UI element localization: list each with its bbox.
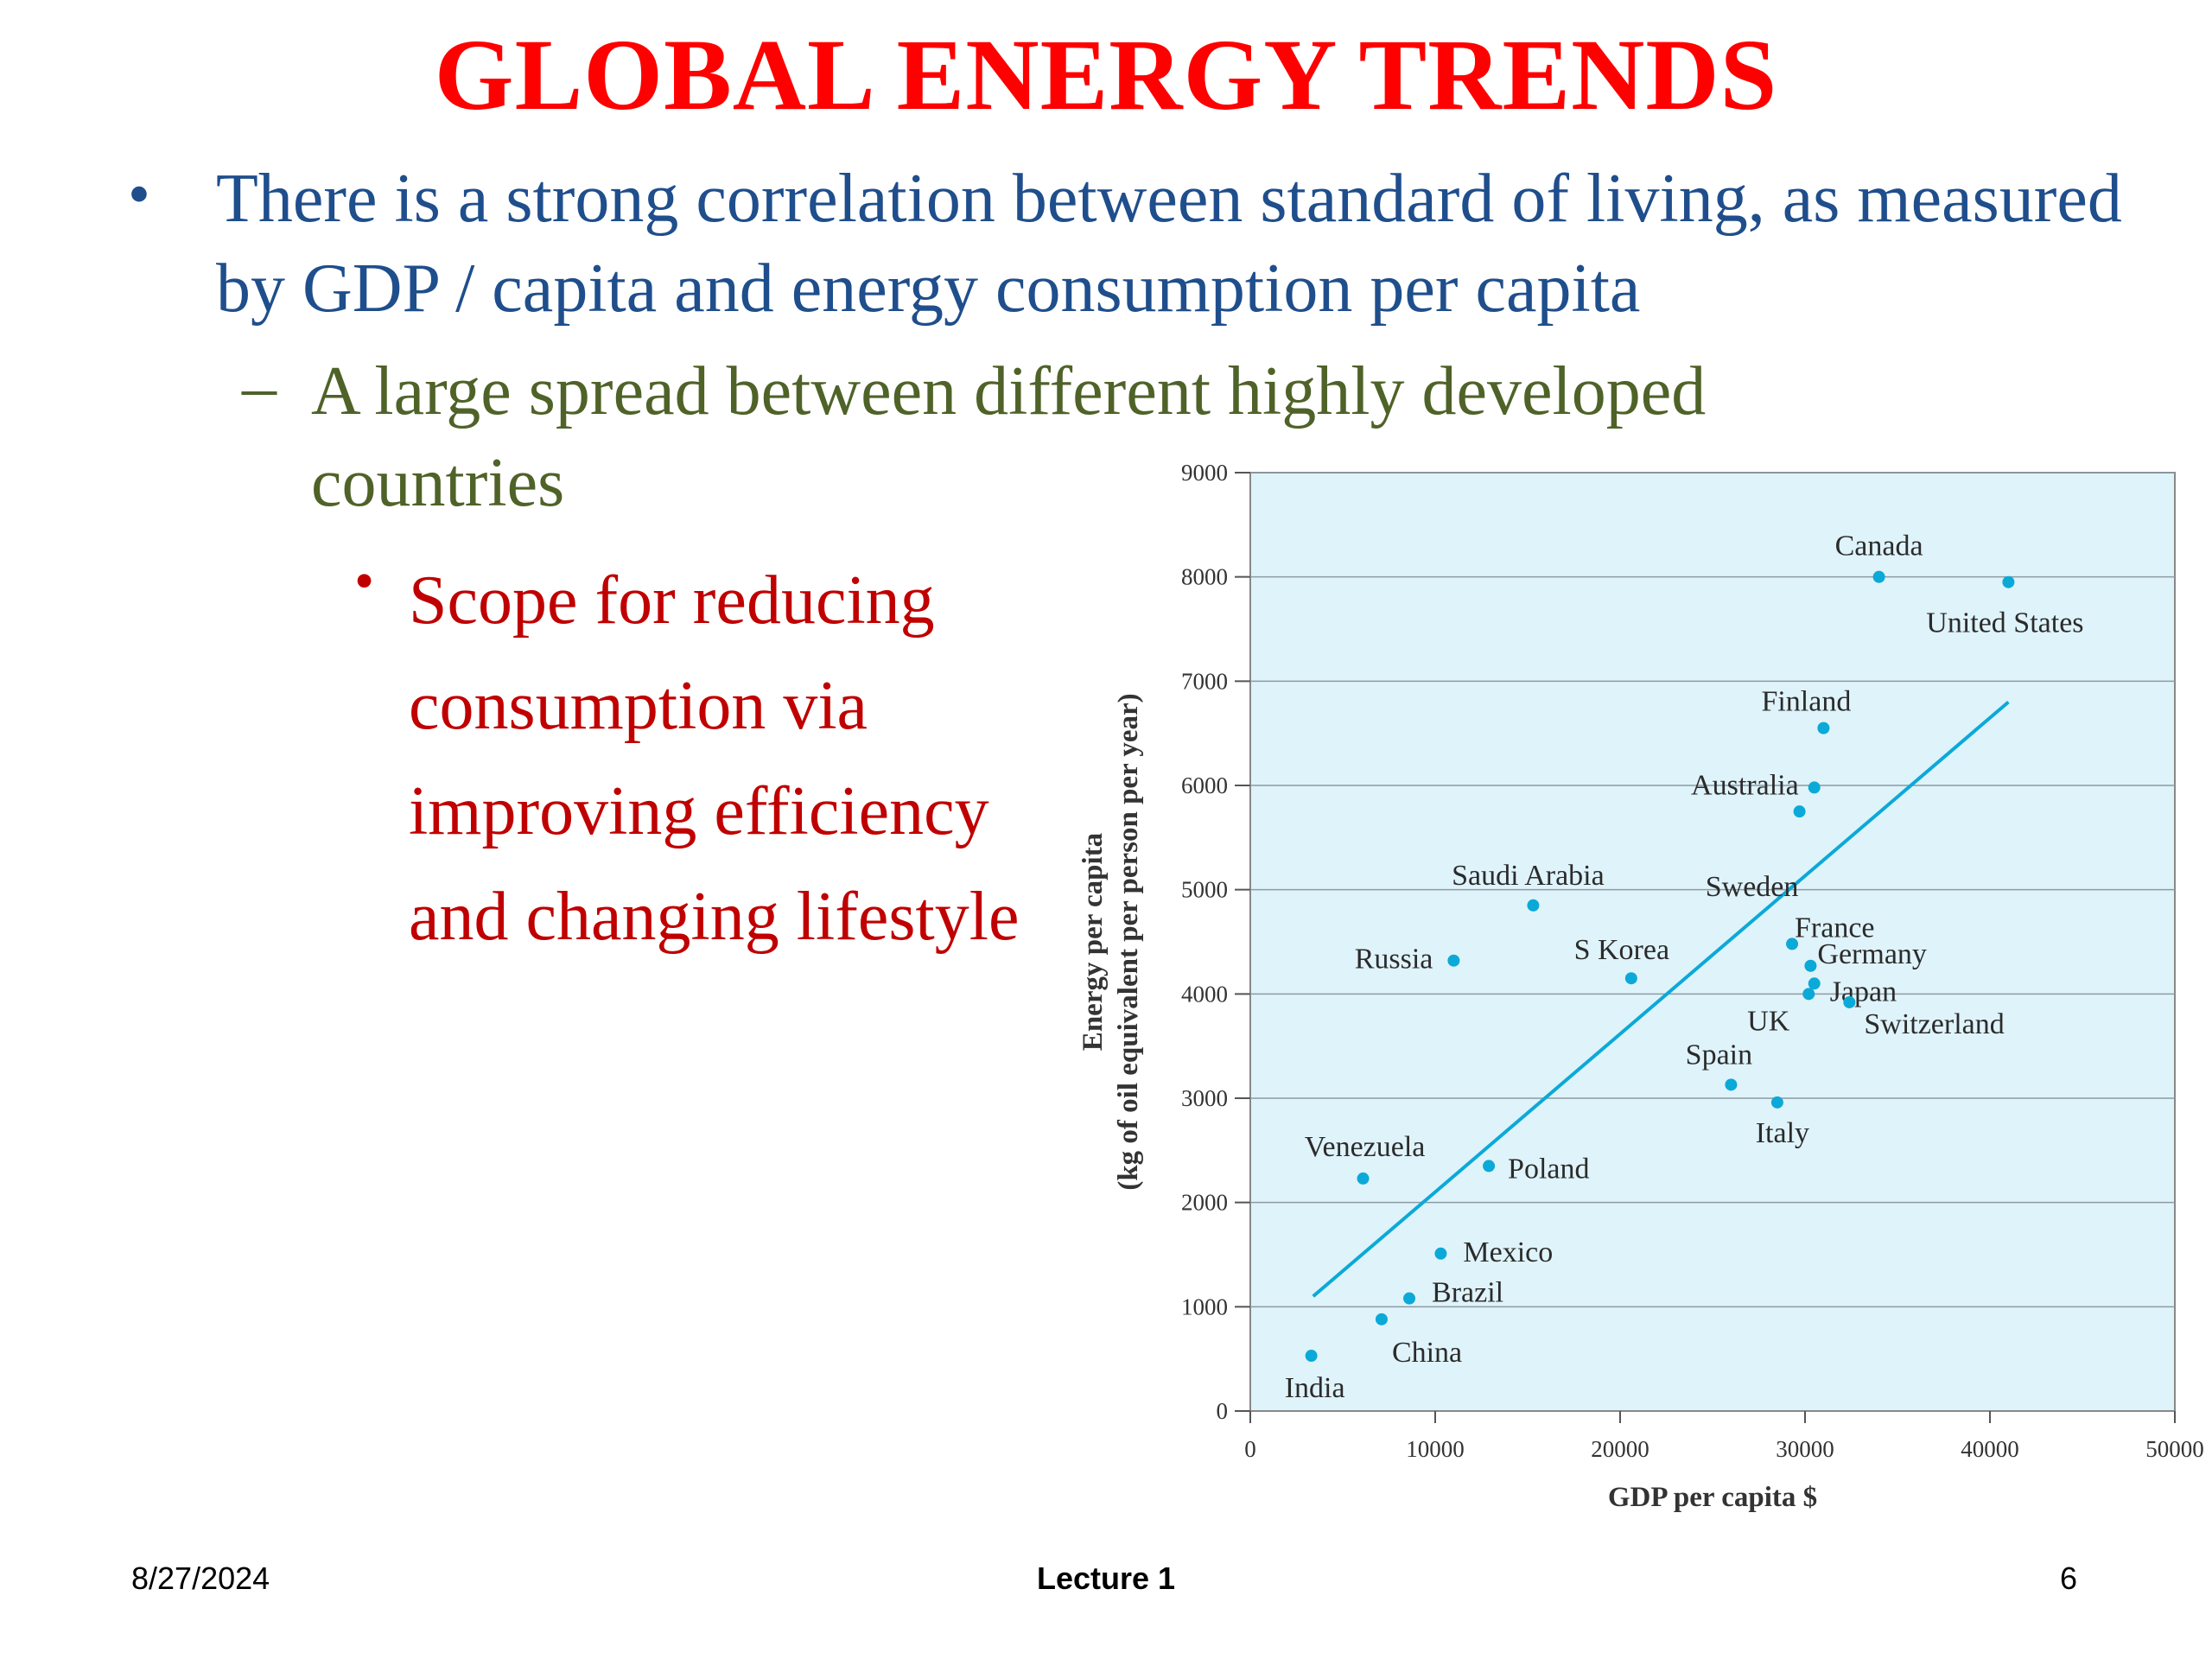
point-label-mexico: Mexico [1463, 1236, 1553, 1268]
point-label-china: China [1392, 1337, 1462, 1369]
y-tick-label: 9000 [1181, 460, 1228, 486]
scatter-chart: 0 1000 2000 3000 4000 5000 6000 7000 8000 9000 0 10… [1054, 449, 2212, 1529]
slide-title: GLOBAL ENERGY TRENDS [434, 18, 1778, 131]
point-label-japan: Japan [1830, 976, 1897, 1007]
bullet-text-level2: A large spread between different highly … [311, 353, 1707, 521]
data-point-germany [1804, 959, 1817, 972]
bullet-marker-level3: • [354, 550, 375, 613]
y-tick-label: 7000 [1181, 668, 1228, 694]
point-label-india: India [1285, 1372, 1345, 1404]
point-label-canada: Canada [1835, 531, 1923, 563]
plot-area [1249, 472, 2176, 1412]
footer-page-number: 6 [2059, 1560, 2077, 1596]
point-label-spain: Spain [1686, 1039, 1752, 1071]
bullet-text-level1: There is a strong correlation between st… [216, 161, 2122, 327]
data-point-france [1786, 938, 1799, 950]
data-point-uk [1802, 988, 1815, 1001]
data-point-spain [1725, 1078, 1738, 1091]
x-tick-label: 10000 [1406, 1436, 1465, 1462]
y-tick-label: 3000 [1181, 1085, 1228, 1111]
data-point-japan [1808, 977, 1821, 990]
y-tick-label: 8000 [1181, 564, 1228, 590]
point-label-france: France [1795, 912, 1875, 944]
point-label-sweden: Sweden [1706, 871, 1799, 903]
data-point-poland [1483, 1160, 1496, 1173]
data-point-finland [1817, 721, 1830, 734]
data-point-saudi-arabia [1527, 899, 1540, 912]
point-label-poland: Poland [1508, 1153, 1589, 1185]
point-label-venezuela: Venezuela [1305, 1131, 1426, 1163]
data-point-sweden [1793, 805, 1806, 818]
data-point-australia [1808, 781, 1821, 794]
data-point-brazil [1403, 1292, 1416, 1305]
y-axis-label-units: (kg of oil equivalent per person per yea… [1113, 693, 1144, 1190]
x-tick-label: 30000 [1776, 1436, 1834, 1462]
x-axis-label: GDP per capita $ [1608, 1482, 1817, 1513]
point-label-russia: Russia [1355, 944, 1433, 976]
y-tick-label: 2000 [1181, 1190, 1228, 1216]
x-tick-label: 20000 [1591, 1436, 1649, 1462]
x-tick-label: 50000 [2145, 1436, 2204, 1462]
point-label-switzerland: Switzerland [1864, 1008, 2004, 1040]
point-label-germany: Germany [1817, 938, 1927, 970]
point-label-saudi-arabia: Saudi Arabia [1452, 860, 1605, 892]
point-label-united-states: United States [1926, 607, 2083, 639]
point-label-italy: Italy [1756, 1117, 1809, 1149]
data-point-russia [1447, 954, 1460, 967]
data-point-switzerland [1843, 995, 1856, 1008]
data-point-canada [1872, 570, 1885, 583]
point-label-brazil: Brazil [1432, 1277, 1503, 1309]
y-tick-label: 0 [1217, 1398, 1229, 1424]
bullet-text-level3: Scope for reducing consumption via impro… [409, 563, 1020, 955]
data-point-italy [1770, 1096, 1783, 1109]
footer-date: 8/27/2024 [131, 1560, 270, 1596]
chart-svg: 0 1000 2000 3000 4000 5000 6000 7000 8000 9000 0 10… [1077, 460, 2204, 1513]
data-point-india [1305, 1350, 1318, 1363]
y-tick-label: 4000 [1181, 981, 1228, 1007]
footer-lecture: Lecture 1 [1036, 1560, 1176, 1596]
point-label-australia: Australia [1691, 769, 1799, 801]
trend-line [1312, 700, 2010, 1298]
data-point-s-korea [1624, 972, 1637, 985]
bullet-marker-level1: • [128, 159, 150, 230]
x-tick-label: 40000 [1961, 1436, 2019, 1462]
data-point-mexico [1434, 1247, 1447, 1260]
point-label-finland: Finland [1761, 686, 1851, 718]
y-tick-label: 1000 [1181, 1294, 1228, 1319]
y-tick-label: 5000 [1181, 877, 1228, 903]
y-tick-label: 6000 [1181, 772, 1228, 798]
bullet-marker-level2: – [242, 349, 276, 425]
x-tick-label: 0 [1244, 1436, 1256, 1462]
point-label-s-korea: S Korea [1574, 934, 1669, 966]
y-axis-label: Energy per capita [1077, 833, 1109, 1051]
data-point-china [1375, 1313, 1388, 1325]
point-label-uk: UK [1747, 1005, 1790, 1037]
data-point-venezuela [1357, 1172, 1370, 1185]
data-point-united-states [2002, 575, 2015, 588]
